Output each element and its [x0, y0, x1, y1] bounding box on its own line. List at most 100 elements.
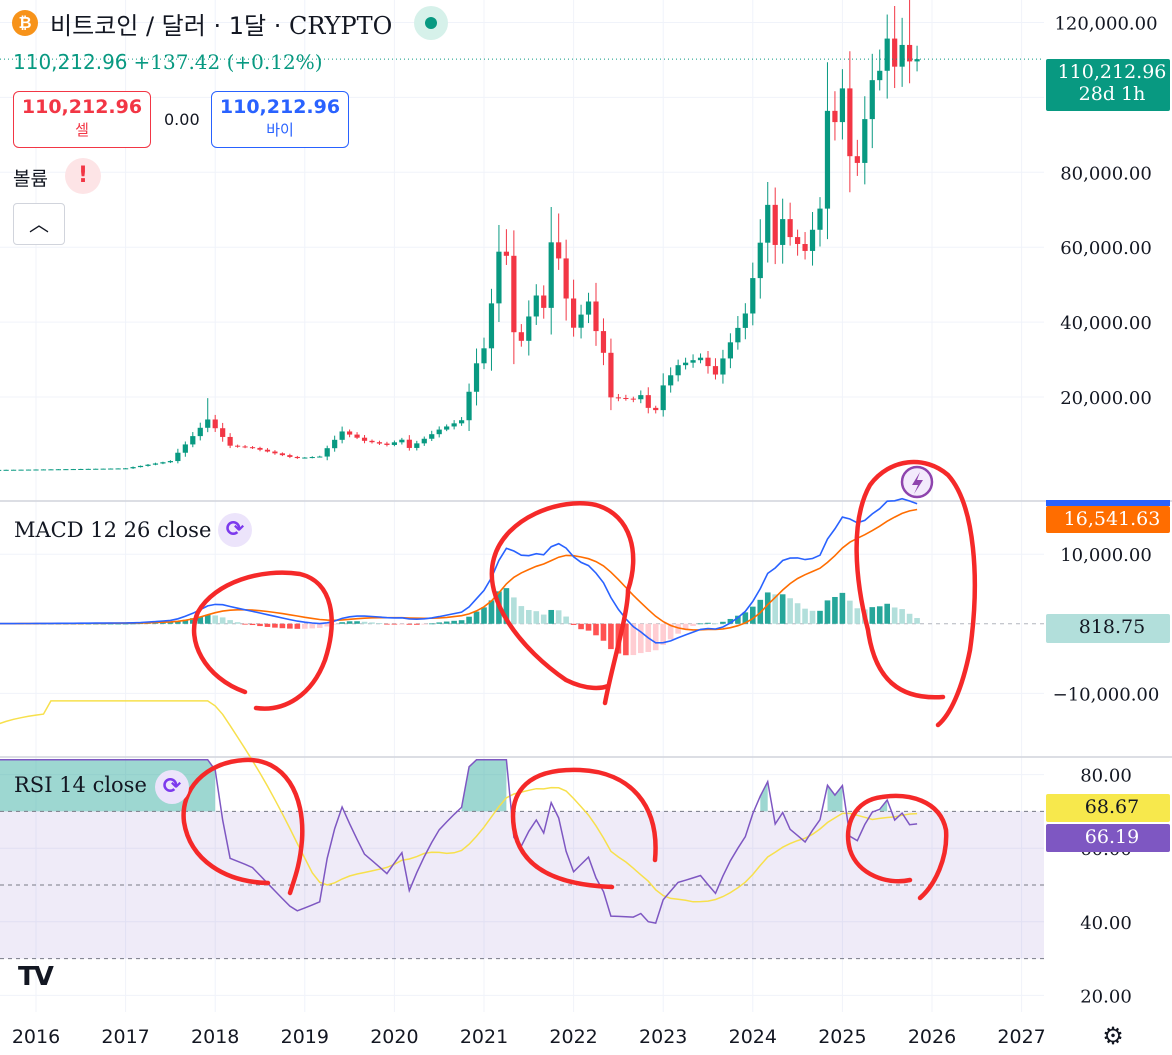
candle: [854, 156, 860, 163]
macd-histogram-bar: [316, 623, 323, 628]
candle: [795, 237, 801, 245]
candle: [556, 242, 562, 259]
macd-histogram-bar: [697, 623, 704, 625]
histogram-value-badge: [1046, 614, 1170, 643]
macd-histogram-bar: [847, 600, 853, 624]
market-open-icon[interactable]: [414, 6, 448, 40]
y-tick-label: −10,000.00: [1053, 684, 1160, 705]
signal-value-badge: [1046, 506, 1170, 533]
macd-histogram-bar: [794, 603, 801, 624]
macd-histogram-bar: [630, 623, 637, 656]
candle: [660, 385, 666, 411]
candle: [108, 468, 114, 470]
symbol-title[interactable]: 비트코인 / 달러 · 1달 · CRYPTO: [50, 12, 393, 40]
red-annotation-stroke: [181, 757, 305, 896]
macd-histogram-bar: [249, 623, 256, 626]
macd-histogram-bar: [891, 607, 898, 624]
candle: [78, 468, 84, 470]
candle: [608, 352, 614, 398]
macd-histogram-bar: [115, 623, 121, 625]
candle: [892, 38, 898, 67]
warning-icon[interactable]: !: [65, 158, 101, 194]
x-tick-label: 2025: [818, 1026, 866, 1048]
hand-drawn-annotations: [181, 459, 977, 901]
candle: [518, 332, 524, 341]
macd-histogram-bar: [764, 592, 771, 624]
macd-histogram-bar: [750, 606, 756, 624]
candle: [735, 327, 741, 343]
macd-histogram-bar: [428, 623, 435, 625]
macd-histogram-bar: [511, 597, 517, 624]
candle: [115, 468, 121, 470]
y-tick-label: 20,000.00: [1060, 388, 1152, 409]
red-annotation-stroke: [845, 793, 949, 901]
macd-histogram-bar: [899, 609, 905, 624]
macd-histogram-bar: [503, 588, 510, 624]
macd-histogram-bar: [414, 623, 420, 625]
rsi-label[interactable]: RSI 14 close: [14, 773, 147, 797]
volume-label[interactable]: 볼륨: [13, 168, 48, 190]
settings-icon[interactable]: ⚙: [1102, 1022, 1124, 1050]
candle: [272, 451, 278, 454]
candle: [511, 255, 517, 333]
rsi-ma-line: [0, 700, 918, 903]
candle: [249, 447, 256, 449]
macd-histogram-bar: [361, 621, 368, 624]
y-tick-label: 40.00: [1080, 913, 1132, 934]
macd-histogram-bar: [675, 623, 681, 634]
macd-histogram-bar: [264, 623, 271, 627]
candle: [690, 360, 696, 363]
tradingview-logo[interactable]: TV: [18, 962, 54, 992]
y-tick-label: 120,000.00: [1054, 13, 1157, 34]
macd-histogram-bar: [242, 623, 248, 625]
candle: [832, 110, 838, 123]
signal-value-badge-text: 16,541.63: [1064, 508, 1161, 530]
lightning-icon-glyph: [912, 472, 923, 494]
candle: [488, 303, 495, 349]
sell-button[interactable]: 110,212.96 셀: [13, 91, 151, 148]
macd-histogram-bar: [391, 623, 398, 625]
candle: [93, 468, 99, 470]
candle: [406, 439, 412, 448]
macd-histogram-bar: [817, 610, 823, 624]
candle: [869, 80, 875, 120]
macd-histogram-bar: [667, 623, 674, 640]
rsi-overbought-fill: [760, 781, 768, 812]
candle: [48, 469, 54, 471]
macd-histogram-bar: [876, 606, 883, 624]
candle: [645, 395, 651, 408]
candle: [578, 314, 584, 328]
candle: [444, 426, 450, 430]
macd-histogram-bar: [578, 623, 584, 630]
candle: [160, 462, 166, 464]
macd-histogram-bar: [481, 607, 487, 624]
collapse-legend-button[interactable]: ︿: [13, 203, 65, 245]
candle: [839, 88, 845, 123]
macd-histogram-bar: [443, 621, 450, 624]
macd-histogram-bar: [369, 622, 375, 624]
refresh-icon[interactable]: ⟳: [218, 513, 252, 547]
candle: [630, 398, 636, 400]
candle: [623, 398, 629, 400]
macd-histogram-bar: [914, 618, 920, 624]
macd-histogram-bar: [638, 623, 644, 654]
candle: [145, 464, 151, 466]
buy-button[interactable]: 110,212.96 바이: [211, 91, 349, 148]
macd-histogram-bar: [466, 616, 472, 624]
red-annotation-stroke: [489, 501, 636, 706]
refresh-icon[interactable]: ⟳: [155, 770, 189, 804]
candle: [712, 366, 719, 375]
candle: [459, 420, 465, 424]
candle: [55, 469, 61, 471]
macd-histogram-bar: [526, 609, 532, 624]
macd-histogram-bar: [212, 615, 218, 624]
price-readout: 110,212.96 +137.42 (+0.12%): [13, 50, 323, 74]
macd-histogram-bar: [175, 621, 181, 624]
candle: [817, 208, 823, 230]
macd-label[interactable]: MACD 12 26 close: [14, 518, 212, 542]
macd-histogram-bar: [488, 600, 495, 624]
macd-histogram-bar: [399, 623, 405, 625]
macd-histogram-bar: [339, 622, 345, 624]
macd-histogram-bar: [802, 608, 808, 624]
